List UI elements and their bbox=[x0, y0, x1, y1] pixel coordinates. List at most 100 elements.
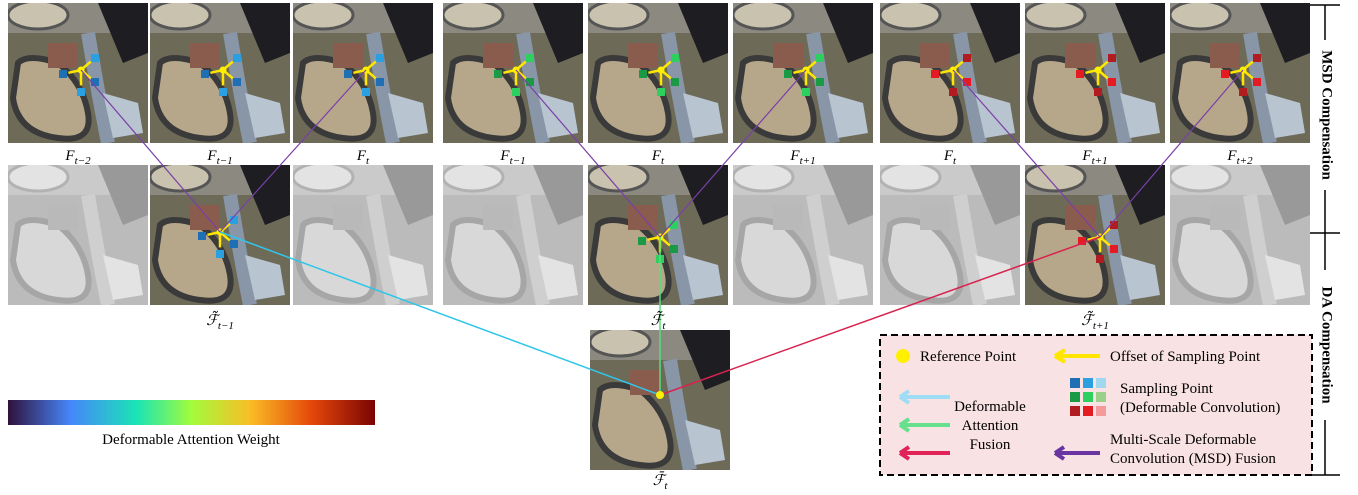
fade bbox=[443, 165, 583, 305]
image-tile bbox=[1170, 1, 1310, 143]
frame-label: Ft bbox=[651, 148, 665, 167]
label-main: F bbox=[789, 148, 800, 164]
frame-label: Ft−1 bbox=[206, 148, 232, 167]
sampling-point bbox=[230, 240, 238, 248]
label-sub: t−1 bbox=[217, 155, 233, 167]
frame-label: ℱ̃t−1 bbox=[206, 310, 234, 332]
sampling-point bbox=[201, 70, 209, 78]
legend: Reference Point Offset of Sampling Point… bbox=[896, 348, 1280, 467]
da-fusion-line bbox=[659, 236, 1101, 396]
sampling-point bbox=[59, 70, 67, 78]
sampling-point bbox=[1078, 237, 1086, 245]
label-sub: t bbox=[664, 480, 668, 492]
legend-label: Deformable bbox=[954, 399, 1026, 415]
reference-point bbox=[657, 66, 665, 74]
fade bbox=[8, 165, 148, 305]
sampling-point bbox=[639, 70, 647, 78]
legend-label: Convolution (MSD) Fusion bbox=[1110, 451, 1276, 467]
label-sub: t+2 bbox=[1237, 155, 1253, 167]
sampling-point bbox=[1110, 245, 1118, 253]
frame-label: Ft+1 bbox=[789, 148, 815, 167]
label-main: F bbox=[64, 148, 75, 164]
label-sub: t−1 bbox=[510, 155, 526, 167]
sampling-point bbox=[91, 78, 99, 86]
label-main: F bbox=[499, 148, 510, 164]
da-fusion-line bbox=[219, 231, 661, 396]
sampling-point bbox=[230, 216, 238, 224]
label-main: F bbox=[206, 148, 217, 164]
label-main: F bbox=[943, 148, 954, 164]
sampling-point bbox=[512, 88, 520, 96]
legend-label: (Deformable Convolution) bbox=[1120, 400, 1280, 416]
label-sub: t bbox=[662, 320, 666, 332]
sampling-point bbox=[802, 88, 810, 96]
sampling-point bbox=[233, 78, 241, 86]
sampling-point bbox=[376, 78, 384, 86]
msd-fusion-line bbox=[80, 69, 221, 233]
sampling-point bbox=[362, 88, 370, 96]
sampling-point bbox=[1253, 78, 1261, 86]
msd-fusion-line bbox=[1099, 69, 1244, 238]
label-sub: t+1 bbox=[1093, 320, 1109, 332]
sampling-point bbox=[949, 88, 957, 96]
reference-point bbox=[219, 66, 227, 74]
image-tile bbox=[733, 1, 873, 143]
image-tile bbox=[8, 1, 148, 143]
sampling-point bbox=[1253, 54, 1261, 62]
image-tile bbox=[443, 1, 583, 143]
sampling-point bbox=[91, 54, 99, 62]
label-sub: t−1 bbox=[218, 320, 234, 332]
sampling-point bbox=[671, 54, 679, 62]
legend-label: Multi-Scale Deformable bbox=[1110, 432, 1257, 448]
sampling-point bbox=[816, 54, 824, 62]
sampling-point bbox=[219, 88, 227, 96]
side-label: MSD Compensation bbox=[1319, 50, 1335, 180]
label-main: ℱ̃ bbox=[206, 310, 221, 329]
image-tile bbox=[293, 1, 433, 143]
label-main: ℱ̃ bbox=[1081, 310, 1096, 329]
frame-label: ℱ̄t bbox=[653, 470, 669, 492]
sampling-point bbox=[376, 54, 384, 62]
sampling-point bbox=[526, 54, 534, 62]
sampling-point bbox=[931, 70, 939, 78]
sampling-point bbox=[344, 70, 352, 78]
frame-label: Ft+1 bbox=[1081, 148, 1107, 167]
reference-point bbox=[1094, 66, 1102, 74]
legend-label: Offset of Sampling Point bbox=[1110, 349, 1261, 365]
sampling-point bbox=[198, 232, 206, 240]
image-tile bbox=[588, 1, 728, 143]
label-sub: t bbox=[661, 155, 665, 167]
image-tile bbox=[1025, 1, 1165, 143]
sampling-point bbox=[1110, 221, 1118, 229]
sampling-point bbox=[657, 88, 665, 96]
sampling-point bbox=[216, 250, 224, 258]
msd-fusion-line bbox=[659, 69, 807, 238]
label-main: F bbox=[356, 148, 367, 164]
side-label: DA Compensation bbox=[1319, 286, 1335, 404]
msd-fusion-line bbox=[219, 69, 367, 233]
image-tile bbox=[1025, 163, 1165, 305]
label-main: F bbox=[1081, 148, 1092, 164]
sampling-point bbox=[1239, 88, 1247, 96]
sampling-point bbox=[816, 78, 824, 86]
fade bbox=[1170, 165, 1310, 305]
fade bbox=[880, 165, 1020, 305]
label-sub: t−2 bbox=[75, 155, 91, 167]
sampling-point bbox=[963, 54, 971, 62]
label-main: F bbox=[651, 148, 662, 164]
msd-fusion-line bbox=[515, 69, 661, 238]
label-sub: t+1 bbox=[1092, 155, 1108, 167]
frame-label: Ft−2 bbox=[64, 148, 91, 167]
image-tile bbox=[150, 1, 290, 143]
frame-label: Ft bbox=[943, 148, 957, 167]
frame-label: Ft bbox=[356, 148, 370, 167]
fade bbox=[293, 165, 433, 305]
sampling-point bbox=[526, 78, 534, 86]
label-main: ℱ̄ bbox=[653, 470, 668, 489]
frame-label: Ft−1 bbox=[499, 148, 525, 167]
sampling-point bbox=[963, 78, 971, 86]
sampling-point bbox=[1108, 78, 1116, 86]
colorbar bbox=[8, 400, 375, 425]
sampling-point bbox=[233, 54, 241, 62]
